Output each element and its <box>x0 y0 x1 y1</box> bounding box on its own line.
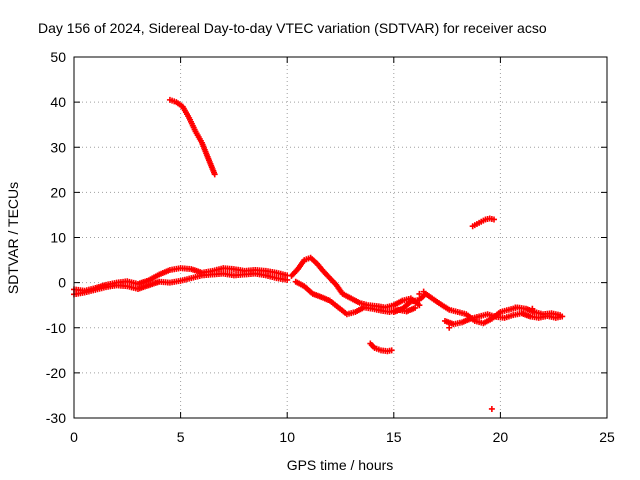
x-tick-label: 0 <box>70 429 78 445</box>
data-point <box>211 171 218 178</box>
data-point <box>416 290 423 297</box>
plot-frame <box>73 56 608 419</box>
x-tick-label: 25 <box>599 429 615 445</box>
data-point <box>529 305 536 312</box>
x-tick-label: 10 <box>279 429 295 445</box>
data-point <box>416 302 423 309</box>
y-tick-label: -20 <box>46 365 66 381</box>
axis-ticks <box>73 56 608 419</box>
data-point <box>412 304 419 311</box>
y-tick-label: -30 <box>46 410 66 426</box>
y-tick-labels: -30 -20 -10 0 10 20 30 40 50 <box>46 49 66 426</box>
x-tick-labels: 0 5 10 15 20 25 <box>70 429 615 445</box>
data-point <box>559 313 566 320</box>
chart-title: Day 156 of 2024, Sidereal Day-to-day VTE… <box>38 20 547 36</box>
data-point <box>284 276 291 283</box>
data-point <box>512 304 519 311</box>
data-points <box>71 96 566 412</box>
x-axis-label: GPS time / hours <box>287 457 394 473</box>
chart-grid <box>74 57 607 418</box>
data-point <box>488 405 495 412</box>
x-tick-label: 5 <box>177 429 185 445</box>
y-axis-label: SDTVAR / TECUs <box>5 182 21 294</box>
y-tick-label: 10 <box>50 230 66 246</box>
x-tick-label: 15 <box>386 429 402 445</box>
y-tick-label: -10 <box>46 320 66 336</box>
y-tick-label: 20 <box>50 184 66 200</box>
x-tick-label: 20 <box>493 429 509 445</box>
data-point <box>491 216 498 223</box>
y-tick-label: 50 <box>50 49 66 65</box>
data-point <box>420 288 427 295</box>
y-tick-label: 0 <box>58 275 66 291</box>
data-point <box>388 347 395 354</box>
y-tick-label: 40 <box>50 94 66 110</box>
data-point <box>446 324 453 331</box>
y-tick-label: 30 <box>50 139 66 155</box>
